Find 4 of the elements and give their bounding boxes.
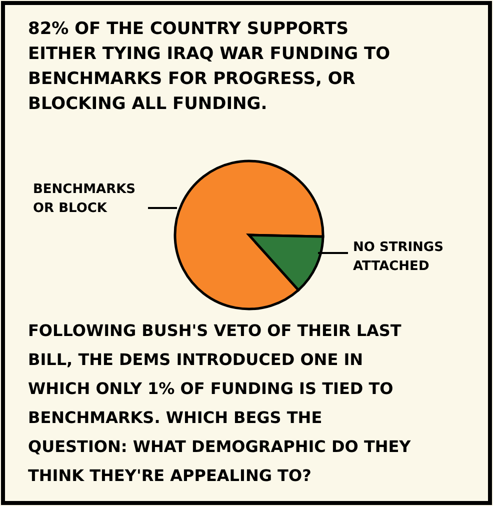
text: FOLLOWING BUSH'S VETO OF THEIR LAST BILL, THE DEMS INTRODUCED ONE IN WHICH ONLY 1% OF FUNDING IS TIED TO BENCHMARKS. WHICH BEGS THE QUESTION: WHAT DEMOGRAPHIC DO THEY THINK THEY'RE APPEALING TO? xyxy=(28,321,412,485)
chart-title: 82% OF THE COUNTRY SUPPORTS EITHER TYING IRAQ WAR FUNDING TO BENCHMARKS FOR PROGRESS, OR BLOCKING ALL FUNDING. xyxy=(28,19,390,114)
slice-label: BENCHMARKS OR BLOCK xyxy=(33,182,136,216)
slice-label: NO STRINGS ATTACHED xyxy=(353,240,444,274)
